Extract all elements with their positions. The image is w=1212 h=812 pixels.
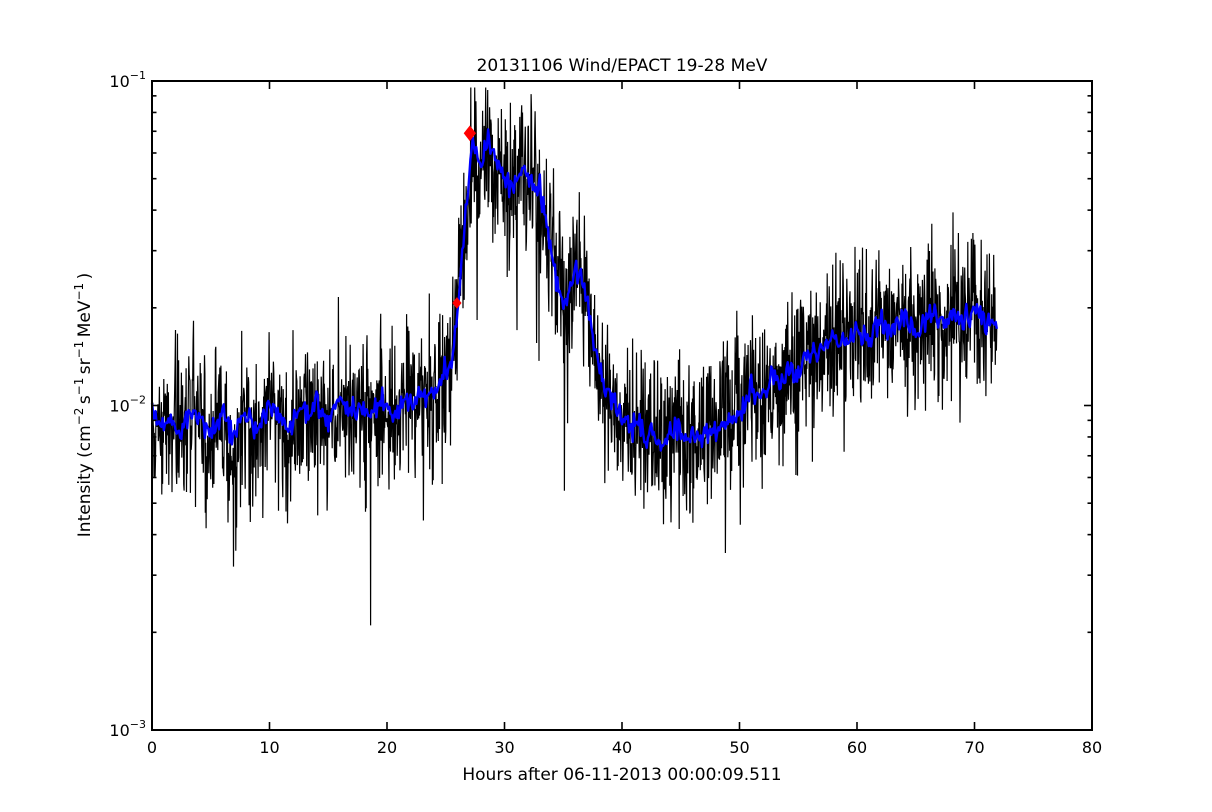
x-tick-label: 20 (377, 738, 397, 757)
x-tick-label: 60 (847, 738, 867, 757)
plot-series (150, 87, 998, 626)
y-axis-label: Intensity (cm−2 s−1 sr−1 MeV−1 ) (72, 273, 95, 537)
x-tick-label: 40 (612, 738, 632, 757)
x-tick-label: 0 (147, 738, 157, 757)
smoothed-intensity-series (150, 128, 998, 452)
raw-intensity-series (151, 87, 998, 626)
x-tick-label: 30 (494, 738, 514, 757)
chart-title: 20131106 Wind/EPACT 19-28 MeV (477, 56, 768, 76)
x-axis-label: Hours after 06-11-2013 00:00:09.511 (462, 765, 781, 785)
y-tick-label: 10−3 (109, 718, 146, 740)
peak-marker-diamond-icon (463, 125, 476, 142)
y-tick-label: 10−1 (109, 69, 146, 91)
y-tick-label: 10−2 (109, 394, 146, 416)
plot-axes: 0 10 20 30 40 50 60 70 80 10−1 10−2 10−3 (109, 69, 1102, 757)
x-tick-label: 50 (729, 738, 749, 757)
onset-marker-diamond-icon (452, 297, 462, 309)
x-tick-label: 70 (964, 738, 984, 757)
x-tick-label: 80 (1082, 738, 1102, 757)
x-tick-label: 10 (259, 738, 279, 757)
